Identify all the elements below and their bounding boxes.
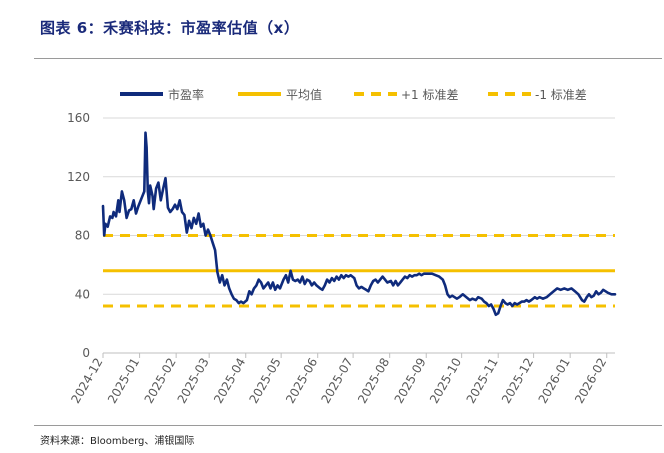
x-tick-label-2025-10: 2025-10: [427, 356, 464, 406]
y-tick-label-40: 40: [75, 287, 90, 301]
legend-label-plus-1-std: +1 标准差: [401, 88, 459, 102]
y-tick-label-120: 120: [67, 170, 90, 184]
footer-divider: [34, 425, 662, 426]
x-tick-label-2024-12: 2024-12: [68, 356, 105, 406]
x-tick-label-2025-05: 2025-05: [247, 356, 284, 406]
source-note: 资料来源：Bloomberg、浦银国际: [40, 436, 195, 447]
series-line-pe: [101, 131, 617, 317]
x-tick-label-2025-04: 2025-04: [211, 356, 248, 406]
x-tick-label-2025-12: 2025-12: [499, 356, 536, 406]
legend-label-mean: 平均值: [286, 87, 322, 102]
y-axis-ticks: 0 40 80 120 160: [67, 111, 90, 360]
x-tick-label-2025-07: 2025-07: [319, 356, 356, 406]
y-tick-label-0: 0: [82, 346, 90, 360]
x-tick-label-2025-06: 2025-06: [283, 356, 320, 406]
x-tick-label-2025-08: 2025-08: [355, 356, 392, 406]
legend-label-minus-1-std: -1 标准差: [535, 88, 587, 102]
x-tick-label-2025-03: 2025-03: [175, 356, 212, 406]
x-tick-label-2025-11: 2025-11: [464, 356, 501, 406]
x-tick-label-2026-01: 2026-01: [536, 356, 573, 406]
y-tick-label-80: 80: [75, 229, 90, 243]
x-tick-label-2025-02: 2025-02: [142, 356, 179, 406]
x-tick-label-2026-02: 2026-02: [572, 356, 609, 406]
reference-lines: [103, 234, 615, 308]
x-tick-label-2025-09: 2025-09: [392, 356, 429, 406]
x-tick-label-2025-01: 2025-01: [105, 356, 142, 406]
legend: 市盈率 平均值 +1 标准差 -1 标准差: [120, 87, 587, 102]
title-divider: [34, 58, 662, 59]
legend-label-pe: 市盈率: [168, 87, 204, 102]
pe-valuation-chart: 0 40 80 120 160 2024-12 2025-01 2025-022025-03…: [67, 87, 617, 406]
y-tick-label-160: 160: [67, 111, 90, 125]
figure-title: 图表 6：禾赛科技：市盈率估值（x）: [40, 19, 300, 37]
series: [101, 131, 617, 317]
